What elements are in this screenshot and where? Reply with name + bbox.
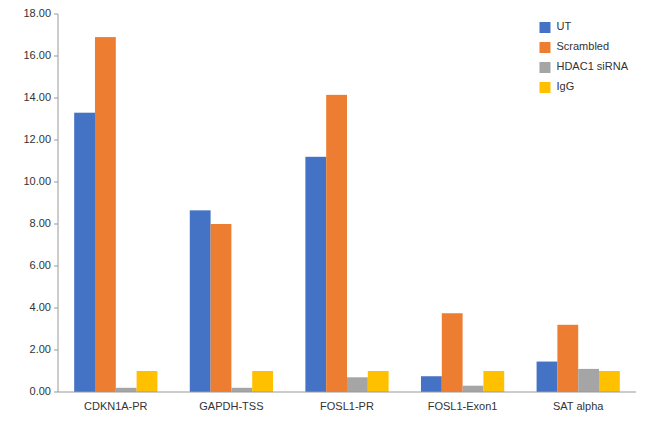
x-axis-line	[58, 392, 636, 393]
bar	[326, 95, 347, 392]
y-tick	[54, 56, 58, 57]
axes: 0.00 2.00 4.00 6.00 8.00 10.00 12.00 14.00 16.00…	[23, 7, 636, 412]
y-tick	[54, 392, 58, 393]
y-tick-label: 6.00	[30, 259, 51, 271]
y-tick-label: 14.00	[23, 91, 51, 103]
bar	[442, 313, 463, 392]
bar	[116, 388, 137, 392]
legend-swatch	[539, 42, 550, 53]
y-tick-label: 18.00	[23, 7, 51, 19]
legend-swatch	[539, 82, 550, 93]
x-tick-label: FOSL1-PR	[320, 400, 374, 412]
legend-item: HDAC1 siRNA	[539, 60, 628, 73]
bar	[483, 371, 504, 392]
y-tick	[54, 14, 58, 15]
chart-container: 0.00 2.00 4.00 6.00 8.00 10.00 12.00 14.00 16.00…	[0, 0, 650, 428]
x-tick-label: FOSL1-Exon1	[428, 400, 498, 412]
y-axis-line	[58, 14, 59, 392]
y-tick-label: 2.00	[30, 343, 51, 355]
legend-label: HDAC1 siRNA	[556, 60, 628, 72]
bar	[368, 371, 389, 392]
legend-swatch	[539, 22, 550, 33]
bar	[578, 369, 599, 392]
bar	[463, 386, 484, 392]
legend-item: IgG	[539, 80, 574, 93]
bar	[421, 376, 442, 392]
bar	[231, 388, 252, 392]
x-tick-label: CDKN1A-PR	[84, 400, 148, 412]
bars	[74, 37, 620, 392]
y-tick	[54, 350, 58, 351]
legend-item: UT	[539, 20, 571, 33]
x-tick-label: GAPDH-TSS	[199, 400, 263, 412]
y-tick-label: 12.00	[23, 133, 51, 145]
y-tick	[54, 140, 58, 141]
legend: UT Scrambled HDAC1 siRNA IgG	[539, 20, 628, 93]
bar	[305, 157, 326, 392]
bar	[557, 325, 578, 392]
y-tick	[54, 182, 58, 183]
bar	[252, 371, 273, 392]
y-tick-label: 4.00	[30, 301, 51, 313]
y-tick	[54, 308, 58, 309]
bar	[137, 371, 158, 392]
bar	[74, 113, 95, 392]
legend-label: IgG	[556, 80, 574, 92]
bar	[537, 362, 558, 392]
x-tick-label: SAT alpha	[553, 400, 604, 412]
legend-swatch	[539, 62, 550, 73]
legend-label: Scrambled	[556, 40, 609, 52]
chart-svg: 0.00 2.00 4.00 6.00 8.00 10.00 12.00 14.00 16.00…	[0, 0, 650, 428]
bar	[190, 210, 211, 392]
y-tick	[54, 98, 58, 99]
bar	[347, 377, 368, 392]
y-tick-label: 10.00	[23, 175, 51, 187]
bar	[95, 37, 116, 392]
legend-label: UT	[556, 20, 571, 32]
bar	[599, 371, 620, 392]
y-tick	[54, 266, 58, 267]
y-tick	[54, 224, 58, 225]
y-tick-label: 8.00	[30, 217, 51, 229]
y-tick-label: 0.00	[30, 385, 51, 397]
bar	[211, 224, 232, 392]
y-tick-label: 16.00	[23, 49, 51, 61]
legend-item: Scrambled	[539, 40, 609, 53]
